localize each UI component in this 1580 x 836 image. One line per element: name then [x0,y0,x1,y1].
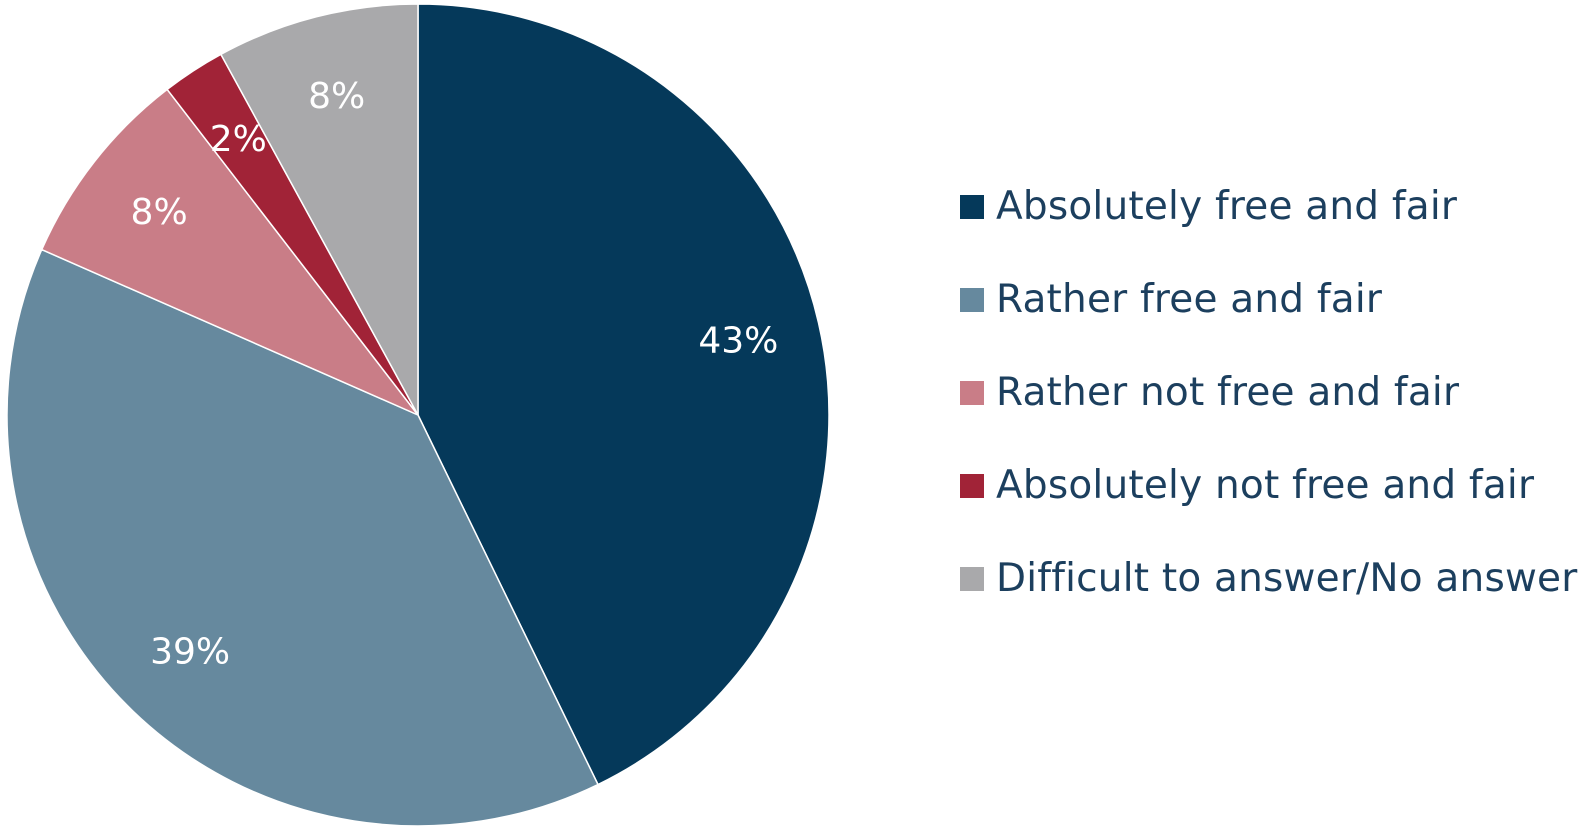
chart-legend: Absolutely free and fair Rather free and … [960,160,1578,625]
slice-label-difficult-to-answer-no-answer: 8% [308,76,365,117]
legend-swatch [960,287,984,312]
legend-label: Difficult to answer/No answer [996,556,1578,601]
slice-label-absolutely-free-and-fair: 43% [698,321,778,362]
legend-item-difficult-to-answer-no-answer: Difficult to answer/No answer [960,532,1578,625]
legend-swatch [960,380,984,405]
legend-swatch [960,194,984,219]
pie-slice-difficult-to-answer-no-answer [219,3,419,416]
slice-label-absolutely-not-free-and-fair: 2% [210,119,267,160]
pie-slice-absolutely-free-and-fair [417,3,830,786]
pie-chart: 43% 39% 8% 2% 8% [6,3,830,827]
legend-item-rather-not-free-and-fair: Rather not free and fair [960,346,1575,439]
legend-item-absolutely-not-free-and-fair: Absolutely not free and fair [960,439,1575,532]
legend-label: Absolutely not free and fair [996,463,1535,508]
legend-swatch [960,473,984,498]
legend-swatch [960,566,984,591]
slice-label-rather-free-and-fair: 39% [150,631,230,672]
legend-label: Absolutely free and fair [996,184,1458,229]
pie-slice-rather-free-and-fair [6,248,599,827]
slice-label-rather-not-free-and-fair: 8% [131,192,188,233]
legend-label: Rather not free and fair [996,370,1460,415]
legend-label: Rather free and fair [996,277,1383,322]
pie-chart-svg: 43% 39% 8% 2% 8% [6,3,830,827]
legend-item-absolutely-free-and-fair: Absolutely free and fair [960,160,1575,253]
legend-item-rather-free-and-fair: Rather free and fair [960,253,1575,346]
pie-slice-rather-not-free-and-fair [40,88,419,416]
